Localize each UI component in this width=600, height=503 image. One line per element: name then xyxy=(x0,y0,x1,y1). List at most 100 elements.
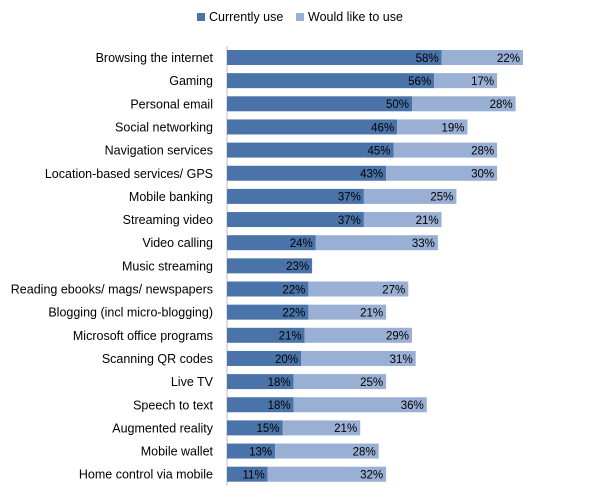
data-label: 31% xyxy=(390,354,413,366)
data-label: 28% xyxy=(471,145,494,157)
bar-currently-use xyxy=(227,188,364,204)
category-label: Live TV xyxy=(171,375,214,389)
data-label: 46% xyxy=(371,122,394,134)
data-label: 21% xyxy=(279,331,302,343)
data-label: 22% xyxy=(497,53,520,65)
data-label: 23% xyxy=(286,261,309,273)
bar-would-like-to-use xyxy=(363,212,442,228)
bar-would-like-to-use xyxy=(315,235,438,251)
data-label: 18% xyxy=(268,400,291,412)
bar-currently-use xyxy=(227,96,412,112)
data-label: 30% xyxy=(471,169,494,181)
data-label: 29% xyxy=(386,331,409,343)
bar-currently-use xyxy=(227,397,294,413)
data-label: 56% xyxy=(408,76,431,88)
bar-would-like-to-use xyxy=(441,50,523,65)
data-label: 20% xyxy=(275,354,298,366)
bar-would-like-to-use xyxy=(412,96,516,112)
category-label: Music streaming xyxy=(122,259,213,273)
category-label: Reading ebooks/ mags/ newspapers xyxy=(11,283,213,297)
category-label: Speech to text xyxy=(133,398,213,412)
bar-would-like-to-use xyxy=(393,142,498,158)
bar-would-like-to-use xyxy=(397,119,468,135)
legend-item: Would like to use xyxy=(296,10,403,24)
data-label: 37% xyxy=(338,215,361,227)
category-label: Streaming video xyxy=(123,213,213,227)
bar-would-like-to-use xyxy=(304,327,412,343)
bar-currently-use xyxy=(227,281,309,297)
bar-currently-use xyxy=(227,142,394,158)
data-label: 18% xyxy=(268,377,291,389)
category-label: Personal email xyxy=(130,97,213,111)
category-label: Scanning QR codes xyxy=(102,352,213,366)
data-label: 27% xyxy=(382,284,405,296)
data-label: 28% xyxy=(490,99,513,111)
data-label: 19% xyxy=(441,122,464,134)
bar-currently-use xyxy=(227,327,305,343)
category-label: Microsoft office programs xyxy=(73,329,213,343)
category-label: Mobile wallet xyxy=(141,445,214,459)
bar-currently-use xyxy=(227,212,364,228)
data-label: 15% xyxy=(256,423,279,435)
bar-would-like-to-use xyxy=(293,374,387,390)
data-label: 25% xyxy=(360,377,383,389)
data-label: 22% xyxy=(282,307,305,319)
data-label: 24% xyxy=(290,238,313,250)
legend-label: Currently use xyxy=(209,10,283,24)
category-label: Mobile banking xyxy=(129,190,213,204)
data-label: 22% xyxy=(282,284,305,296)
category-label: Augmented reality xyxy=(112,421,214,435)
bar-currently-use xyxy=(227,304,309,320)
data-label: 50% xyxy=(386,99,409,111)
data-label: 43% xyxy=(360,169,383,181)
bar-currently-use xyxy=(227,258,313,274)
bar-would-like-to-use xyxy=(282,420,361,436)
bar-would-like-to-use xyxy=(301,350,416,366)
legend-label: Would like to use xyxy=(308,10,403,24)
category-label: Video calling xyxy=(142,236,213,250)
bar-currently-use xyxy=(227,165,387,181)
bar-currently-use xyxy=(227,350,301,366)
data-label: 32% xyxy=(360,470,383,482)
category-label: Location-based services/ GPS xyxy=(45,167,213,181)
bar-currently-use xyxy=(227,374,294,390)
bar-currently-use xyxy=(227,466,268,482)
bar-would-like-to-use xyxy=(363,188,457,204)
data-label: 13% xyxy=(249,446,272,458)
bar-currently-use xyxy=(227,119,398,135)
legend-swatch xyxy=(296,13,304,21)
bar-would-like-to-use xyxy=(434,73,498,89)
data-label: 21% xyxy=(360,307,383,319)
category-label: Social networking xyxy=(115,120,213,134)
bar-currently-use xyxy=(227,235,316,251)
category-label: Browsing the internet xyxy=(96,51,214,65)
bar-would-like-to-use xyxy=(293,397,427,413)
bar-would-like-to-use xyxy=(308,281,409,297)
data-label: 45% xyxy=(367,145,390,157)
category-label: Blogging (incl micro-blogging) xyxy=(48,306,213,320)
bar-currently-use xyxy=(227,443,276,459)
data-label: 58% xyxy=(416,53,439,65)
category-label: Home control via mobile xyxy=(79,468,213,482)
data-label: 17% xyxy=(471,76,494,88)
data-label: 33% xyxy=(412,238,435,250)
bar-currently-use xyxy=(227,50,442,65)
data-label: 28% xyxy=(353,446,376,458)
data-label: 25% xyxy=(430,192,453,204)
category-label: Gaming xyxy=(169,74,213,88)
bar-would-like-to-use xyxy=(275,443,379,459)
bar-would-like-to-use xyxy=(267,466,387,482)
category-label: Navigation services xyxy=(105,144,213,158)
legend-swatch xyxy=(197,13,205,21)
data-label: 37% xyxy=(338,192,361,204)
bar-currently-use xyxy=(227,73,435,89)
legend-item: Currently use xyxy=(197,10,283,24)
bar-currently-use xyxy=(227,420,283,436)
bar-would-like-to-use xyxy=(308,304,387,320)
legend: Currently use Would like to use xyxy=(197,10,403,24)
data-label: 21% xyxy=(334,423,357,435)
data-label: 36% xyxy=(401,400,424,412)
bar-would-like-to-use xyxy=(386,165,498,181)
